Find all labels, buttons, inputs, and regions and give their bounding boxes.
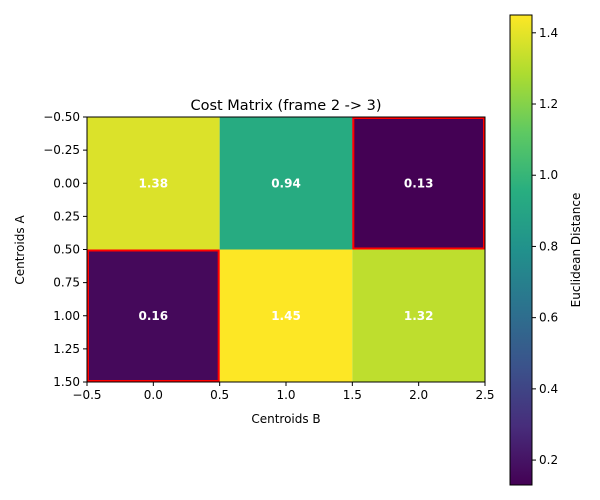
- y-tick-label: −0.50: [43, 110, 80, 124]
- heatmap-cell-0-1: [219, 117, 353, 250]
- colorbar-tick-label: 1.2: [539, 97, 558, 111]
- cell-value-label-0-0: 1.38: [139, 176, 169, 190]
- x-tick-label: 2.5: [475, 388, 494, 402]
- heatmap-cell-1-2: [352, 249, 485, 382]
- colorbar-gradient: [509, 14, 533, 486]
- y-axis-label: Centroids A: [13, 215, 27, 285]
- y-tick-label: 0.25: [53, 209, 80, 223]
- x-tick-label: 1.0: [276, 388, 295, 402]
- highlight-box-1-0: [87, 249, 220, 382]
- colorbar-tick-label: 1.4: [539, 26, 558, 40]
- heatmap-cell-0-2: [352, 117, 485, 250]
- x-axis: −0.5 0.0 0.5 1.0 1.5 2.0 2.5: [72, 382, 495, 402]
- heatmap-plot: 1.38 0.94 0.13 0.16 1.45 1.32: [86, 116, 486, 383]
- cell-value-label-1-0: 0.16: [139, 309, 169, 323]
- colorbar-tick-label: 1.0: [539, 168, 558, 182]
- cell-value-label-0-1: 0.94: [271, 176, 301, 190]
- y-tick-label: 0.50: [53, 243, 80, 257]
- cell-value-label-1-1: 1.45: [271, 309, 301, 323]
- colorbar-tick-label: 0.4: [539, 382, 558, 396]
- x-axis-label: Centroids B: [251, 412, 320, 426]
- cell-value-label-1-2: 1.32: [404, 309, 434, 323]
- colorbar-tick-label: 0.2: [539, 453, 558, 467]
- y-tick-label: 0.00: [53, 176, 80, 190]
- chart-title: Cost Matrix (frame 2 -> 3): [190, 98, 381, 114]
- x-tick-label: 0.0: [144, 388, 163, 402]
- x-tick-label: 2.0: [409, 388, 428, 402]
- heatmap-cell-1-1: [219, 249, 353, 382]
- x-tick-label: 0.5: [210, 388, 229, 402]
- heatmap-cell-1-0: [87, 249, 220, 382]
- x-tick-label: 1.5: [343, 388, 362, 402]
- colorbar-tick-label: 0.8: [539, 239, 558, 253]
- y-axis: −0.50 −0.25 0.00 0.25 0.50 0.75 1.00 1.25 1.50: [43, 110, 87, 389]
- colorbar: 0.2 0.4 0.6 0.8 1.0 1.2 1.4: [509, 14, 558, 486]
- y-tick-label: 0.75: [53, 276, 80, 290]
- highlight-box-0-2: [352, 117, 486, 250]
- colorbar-tick-label: 0.6: [539, 311, 558, 325]
- y-tick-label: 1.00: [53, 309, 80, 323]
- colorbar-label: Euclidean Distance: [569, 193, 583, 308]
- y-tick-label: 1.50: [53, 375, 80, 389]
- cell-value-label-0-2: 0.13: [404, 176, 434, 190]
- heatmap-cell-0-0: [87, 117, 220, 250]
- y-tick-label: −0.25: [43, 143, 80, 157]
- x-tick-label: −0.5: [72, 388, 101, 402]
- y-tick-label: 1.25: [53, 342, 80, 356]
